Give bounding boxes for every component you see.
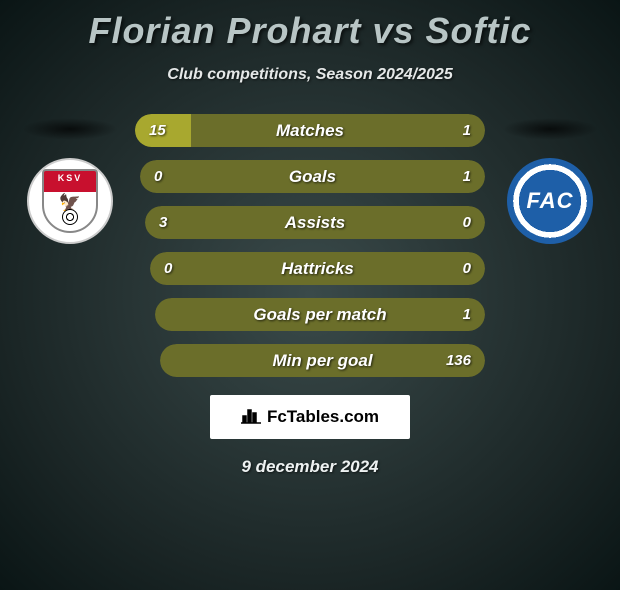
brand-text: FcTables.com (267, 407, 379, 427)
stat-bg (150, 252, 485, 285)
shadow-ellipse (22, 118, 118, 140)
stat-bg (155, 298, 485, 331)
stat-value-left: 15 (149, 114, 166, 147)
stat-bg (160, 344, 485, 377)
stat-value-right: 1 (463, 114, 471, 147)
left-club-column: 🦅 (15, 114, 125, 244)
date-line: 9 december 2024 (0, 457, 620, 477)
stat-bg (140, 160, 485, 193)
stat-value-right: 136 (446, 344, 471, 377)
stat-row: 15Matches1 (135, 114, 485, 147)
stat-value-left: 3 (159, 206, 167, 239)
right-club-abbr: FAC (527, 188, 574, 214)
stat-value-right: 1 (463, 160, 471, 193)
stat-value-left: 0 (154, 160, 162, 193)
stat-row: 0Goals1 (140, 160, 485, 193)
right-club-badge: FAC (507, 158, 593, 244)
comparison-content: 🦅 15Matches1 0Goals1 3Assists0 0Hattricks0 G… (0, 114, 620, 377)
stat-row: 3Assists0 (145, 206, 485, 239)
stat-bars: 15Matches1 0Goals1 3Assists0 0Hattricks0 Goa… (135, 114, 485, 377)
stat-bg (145, 206, 485, 239)
stat-value-left: 0 (164, 252, 172, 285)
right-club-column: FAC (495, 114, 605, 244)
soccer-ball-icon (62, 209, 78, 225)
stat-row: Min per goal136 (160, 344, 485, 377)
stat-value-right: 0 (463, 252, 471, 285)
left-club-badge: 🦅 (27, 158, 113, 244)
page-title: Florian Prohart vs Softic (0, 10, 620, 52)
bar-chart-icon (241, 406, 261, 429)
stat-value-right: 1 (463, 298, 471, 331)
subtitle: Club competitions, Season 2024/2025 (0, 66, 620, 84)
stat-row: Goals per match1 (155, 298, 485, 331)
brand-box[interactable]: FcTables.com (210, 395, 410, 439)
stat-value-right: 0 (463, 206, 471, 239)
shadow-ellipse (502, 118, 598, 140)
left-club-shield: 🦅 (42, 169, 98, 233)
stat-row: 0Hattricks0 (150, 252, 485, 285)
